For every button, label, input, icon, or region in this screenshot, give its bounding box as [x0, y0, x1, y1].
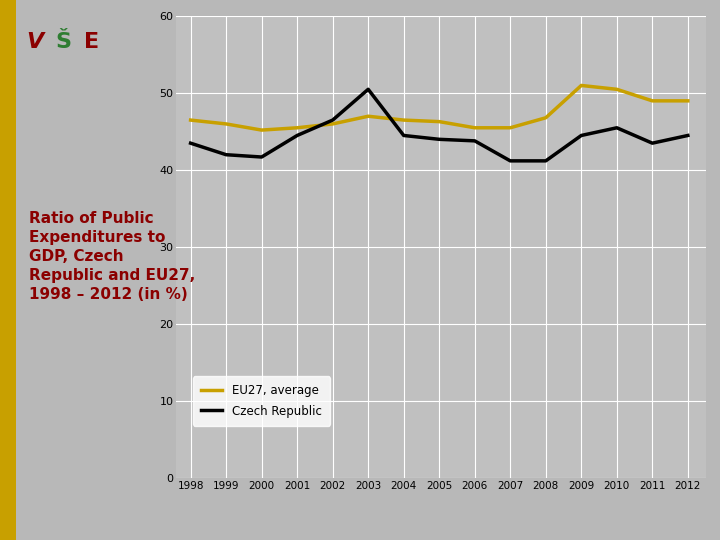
Text: Š: Š [55, 32, 71, 52]
Legend: EU27, average, Czech Republic: EU27, average, Czech Republic [193, 376, 330, 426]
Text: Ratio of Public
Expenditures to
GDP, Czech
Republic and EU27,
1998 – 2012 (in %): Ratio of Public Expenditures to GDP, Cze… [29, 211, 195, 302]
Text: V: V [26, 32, 43, 52]
Text: E: E [84, 32, 99, 52]
